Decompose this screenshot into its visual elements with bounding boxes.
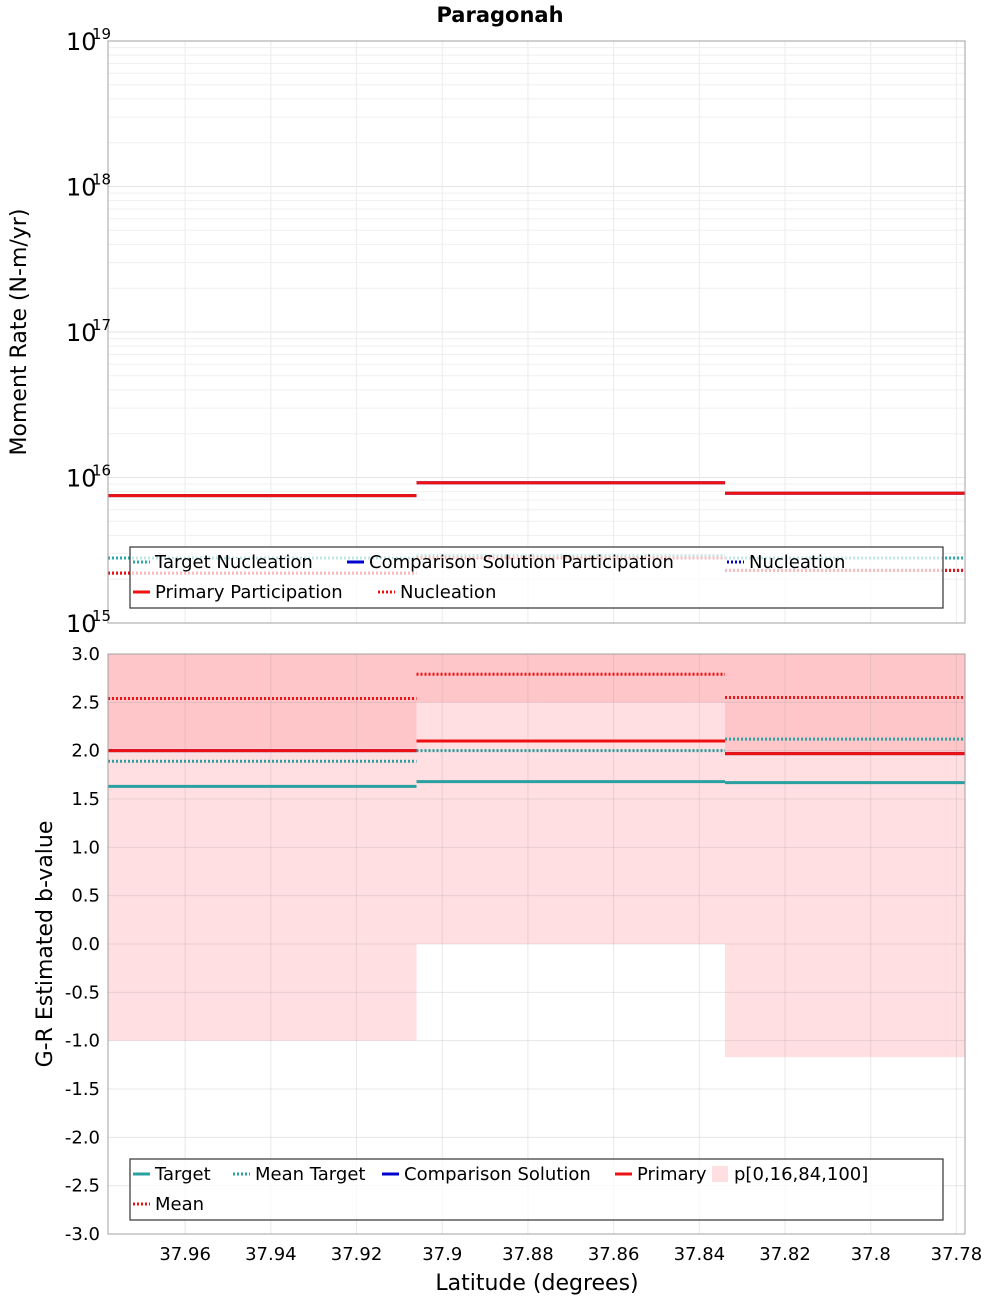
legend-swatch [712, 1166, 728, 1182]
bottom-series [108, 672, 965, 788]
x-tick-label: 37.84 [674, 1244, 726, 1265]
y-tick-label: -2.0 [65, 1127, 100, 1148]
legend-label: p[0,16,84,100] [734, 1164, 868, 1185]
y-tick-exponent: 15 [92, 607, 111, 625]
bottom-y-axis-label: G-R Estimated b-value [33, 821, 58, 1068]
x-tick-label: 37.78 [931, 1244, 983, 1265]
y-tick-label: 0.0 [71, 934, 100, 955]
x-tick-label: 37.94 [245, 1244, 297, 1265]
bottom-percentile-bands [108, 654, 965, 1058]
top-y-axis-label: Moment Rate (N-m/yr) [7, 209, 32, 456]
y-tick-label: 1.5 [71, 789, 100, 810]
y-tick-exponent: 17 [92, 316, 111, 334]
bottom-x-axis-label: Latitude (degrees) [435, 1271, 638, 1296]
bottom-grid [108, 653, 965, 1235]
y-tick-label: 0.5 [71, 886, 100, 907]
y-tick-label: -3.0 [65, 1224, 100, 1245]
x-tick-label: 37.96 [159, 1244, 211, 1265]
legend-box [129, 546, 944, 609]
legend-label: Mean [155, 1194, 204, 1215]
y-tick-label: 10 [66, 465, 97, 493]
y-tick-label: -2.5 [65, 1176, 100, 1197]
legend-box [129, 1158, 944, 1221]
bottom-plot-frame [107, 653, 966, 1235]
bottom-legend: Target Mean Target Comparison Solution Prim… [129, 1158, 944, 1221]
legend-label: Comparison Solution [404, 1164, 591, 1185]
percentile-band-inner [108, 654, 417, 749]
x-tick-label: 37.82 [759, 1244, 811, 1265]
y-tick-label: -0.5 [65, 982, 100, 1003]
legend-label: Primary [637, 1164, 707, 1185]
y-tick-label: 2.0 [71, 741, 100, 762]
legend-label: Target Nucleation [154, 552, 313, 573]
legend-label: Nucleation [400, 582, 496, 603]
y-tick-label: 10 [66, 174, 97, 202]
legend-label: Nucleation [749, 552, 845, 573]
percentile-band-inner [416, 654, 726, 703]
y-tick-label: -1.0 [65, 1031, 100, 1052]
chart-title: Paragonah [436, 3, 563, 27]
x-tick-label: 37.9 [422, 1244, 462, 1265]
y-tick-label: 10 [66, 319, 97, 347]
legend-label: Target [154, 1164, 211, 1185]
top-legend: Target Nucleation Comparison Solution Par… [129, 546, 944, 609]
legend-label: Mean Target [255, 1164, 365, 1185]
legend-label: Comparison Solution Participation [369, 552, 674, 573]
y-tick-exponent: 19 [92, 25, 111, 43]
percentile-band-inner [725, 654, 965, 754]
y-tick-label: 3.0 [71, 644, 100, 665]
x-tick-label: 37.86 [588, 1244, 640, 1265]
legend-label: Primary Participation [155, 582, 343, 603]
x-tick-label: 37.8 [851, 1244, 891, 1265]
y-tick-label: -1.5 [65, 1079, 100, 1100]
y-tick-label: 10 [66, 610, 97, 638]
x-tick-label: 37.88 [502, 1244, 554, 1265]
y-tick-label: 10 [66, 28, 97, 56]
top-plot-frame [107, 40, 966, 624]
bottom-panel: 3.0 2.5 2.0 1.5 1.0 0.5 0.0 -0.5 -1.0 -1.5 -2.0 -2.… [33, 644, 982, 1296]
y-tick-exponent: 16 [92, 462, 111, 480]
x-tick-label: 37.92 [331, 1244, 383, 1265]
bottom-y-ticks: 3.0 2.5 2.0 1.5 1.0 0.5 0.0 -0.5 -1.0 -1.5 -2.0 -2.… [65, 644, 100, 1245]
y-tick-exponent: 18 [92, 171, 111, 189]
bottom-x-ticks: 37.96 37.94 37.92 37.9 37.88 37.86 37.84 37.82 3… [159, 1244, 982, 1265]
y-tick-label: 2.5 [71, 692, 100, 713]
y-tick-label: 1.0 [71, 837, 100, 858]
